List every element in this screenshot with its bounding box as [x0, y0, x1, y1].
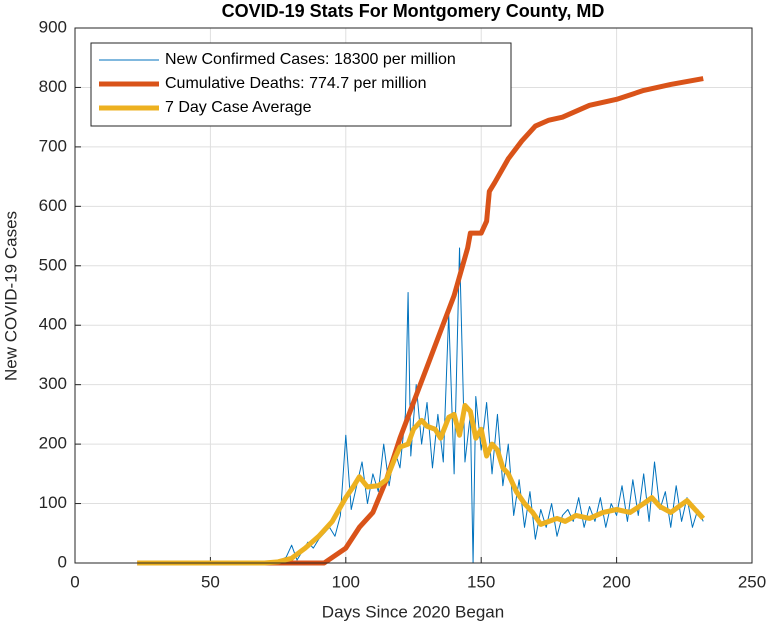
x-tick-label: 100: [332, 572, 360, 591]
x-tick-label: 200: [602, 572, 630, 591]
data-line: [137, 402, 706, 566]
y-tick-label: 300: [39, 374, 67, 393]
y-axis-label: New COVID-19 Cases: [1, 211, 20, 381]
chart-title: COVID-19 Stats For Montgomery County, MD: [222, 1, 605, 21]
y-tick-label: 400: [39, 315, 67, 334]
legend-label: New Confirmed Cases: 18300 per million: [165, 51, 456, 68]
x-tick-label: 150: [467, 572, 495, 591]
x-axis-label: Days Since 2020 Began: [322, 602, 504, 621]
y-tick-label: 600: [39, 196, 67, 215]
legend-box: [90, 42, 512, 127]
y-tick-label: 500: [39, 255, 67, 274]
y-tick-label: 100: [39, 493, 67, 512]
legend-label: Cumulative Deaths: 774.7 per million: [165, 75, 426, 92]
x-tick-label: 50: [201, 572, 220, 591]
x-tick-label: 0: [70, 572, 79, 591]
y-tick-label: 700: [39, 136, 67, 155]
x-tick-label: 250: [738, 572, 766, 591]
legend-label: 7 Day Case Average: [165, 99, 312, 116]
data-line: [137, 76, 704, 566]
y-tick-label: 900: [39, 17, 67, 36]
y-tick-label: 0: [58, 552, 67, 571]
plot-frame: [74, 27, 753, 564]
y-tick-label: 800: [39, 77, 67, 96]
y-tick-label: 200: [39, 434, 67, 453]
